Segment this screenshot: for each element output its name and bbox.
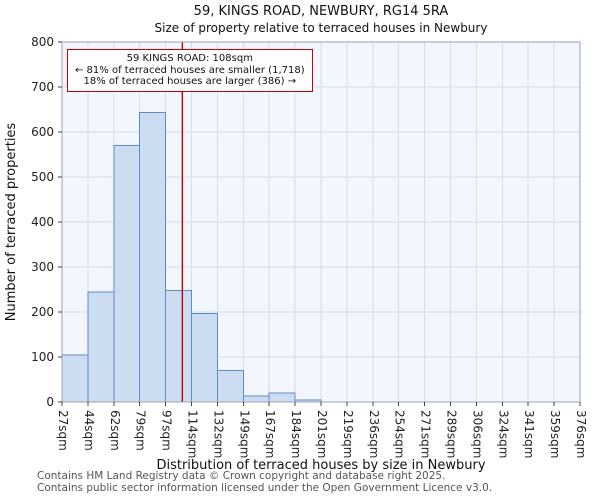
chart-subtitle: Size of property relative to terraced ho…: [154, 21, 488, 35]
svg-text:79sqm: 79sqm: [134, 410, 148, 451]
svg-text:376sqm: 376sqm: [574, 410, 588, 458]
smaller-share-text: ← 81% of terraced houses are smaller (1,…: [75, 64, 305, 76]
svg-text:149sqm: 149sqm: [237, 410, 251, 458]
svg-text:0: 0: [46, 395, 54, 409]
svg-text:44sqm: 44sqm: [82, 410, 96, 451]
svg-text:700: 700: [31, 80, 54, 94]
svg-text:200: 200: [31, 305, 54, 319]
footer-line-2: Contains public sector information licen…: [37, 481, 493, 494]
svg-text:300: 300: [31, 260, 54, 274]
svg-text:324sqm: 324sqm: [496, 410, 510, 458]
marker-annotation-box: 59 KINGS ROAD: 108sqm ← 81% of terraced …: [67, 49, 313, 92]
svg-text:236sqm: 236sqm: [367, 410, 381, 458]
svg-text:289sqm: 289sqm: [445, 410, 459, 458]
marker-label: 59 KINGS ROAD: 108sqm: [126, 53, 253, 64]
svg-text:62sqm: 62sqm: [108, 410, 122, 451]
svg-text:306sqm: 306sqm: [470, 410, 484, 458]
svg-text:500: 500: [31, 170, 54, 184]
svg-text:167sqm: 167sqm: [263, 410, 277, 458]
footer: Contains HM Land Registry data © Crown c…: [37, 470, 493, 494]
plot-layer: 0 100 200 300 400 500 600 700 800 27sqm 44sqm 62sqm…: [31, 35, 588, 458]
footer-line-1: Contains HM Land Registry data © Crown c…: [37, 470, 446, 482]
svg-text:184sqm: 184sqm: [289, 410, 303, 458]
svg-text:600: 600: [31, 125, 54, 139]
y-axis-label: Number of terraced properties: [4, 123, 19, 322]
chart-title: 59, KINGS ROAD, NEWBURY, RG14 5RA: [193, 4, 449, 19]
svg-text:114sqm: 114sqm: [186, 410, 200, 458]
svg-text:341sqm: 341sqm: [522, 410, 536, 458]
svg-text:254sqm: 254sqm: [393, 410, 407, 458]
svg-text:800: 800: [31, 35, 54, 49]
svg-text:132sqm: 132sqm: [211, 410, 225, 458]
svg-text:27sqm: 27sqm: [56, 410, 70, 451]
svg-text:400: 400: [31, 215, 54, 229]
svg-text:271sqm: 271sqm: [419, 410, 433, 458]
svg-text:219sqm: 219sqm: [341, 410, 355, 458]
larger-share-text: 18% of terraced houses are larger (386) …: [83, 76, 297, 87]
svg-text:359sqm: 359sqm: [548, 410, 562, 458]
svg-text:97sqm: 97sqm: [160, 410, 174, 451]
x-axis-label: Distribution of terraced houses by size …: [156, 458, 485, 473]
svg-text:100: 100: [31, 350, 54, 364]
svg-text:201sqm: 201sqm: [315, 410, 329, 458]
